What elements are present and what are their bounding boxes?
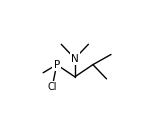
Text: P: P [54,60,60,70]
Text: N: N [71,54,79,63]
Text: Cl: Cl [47,82,57,92]
